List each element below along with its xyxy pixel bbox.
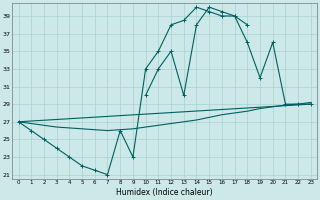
X-axis label: Humidex (Indice chaleur): Humidex (Indice chaleur) [116, 188, 213, 197]
